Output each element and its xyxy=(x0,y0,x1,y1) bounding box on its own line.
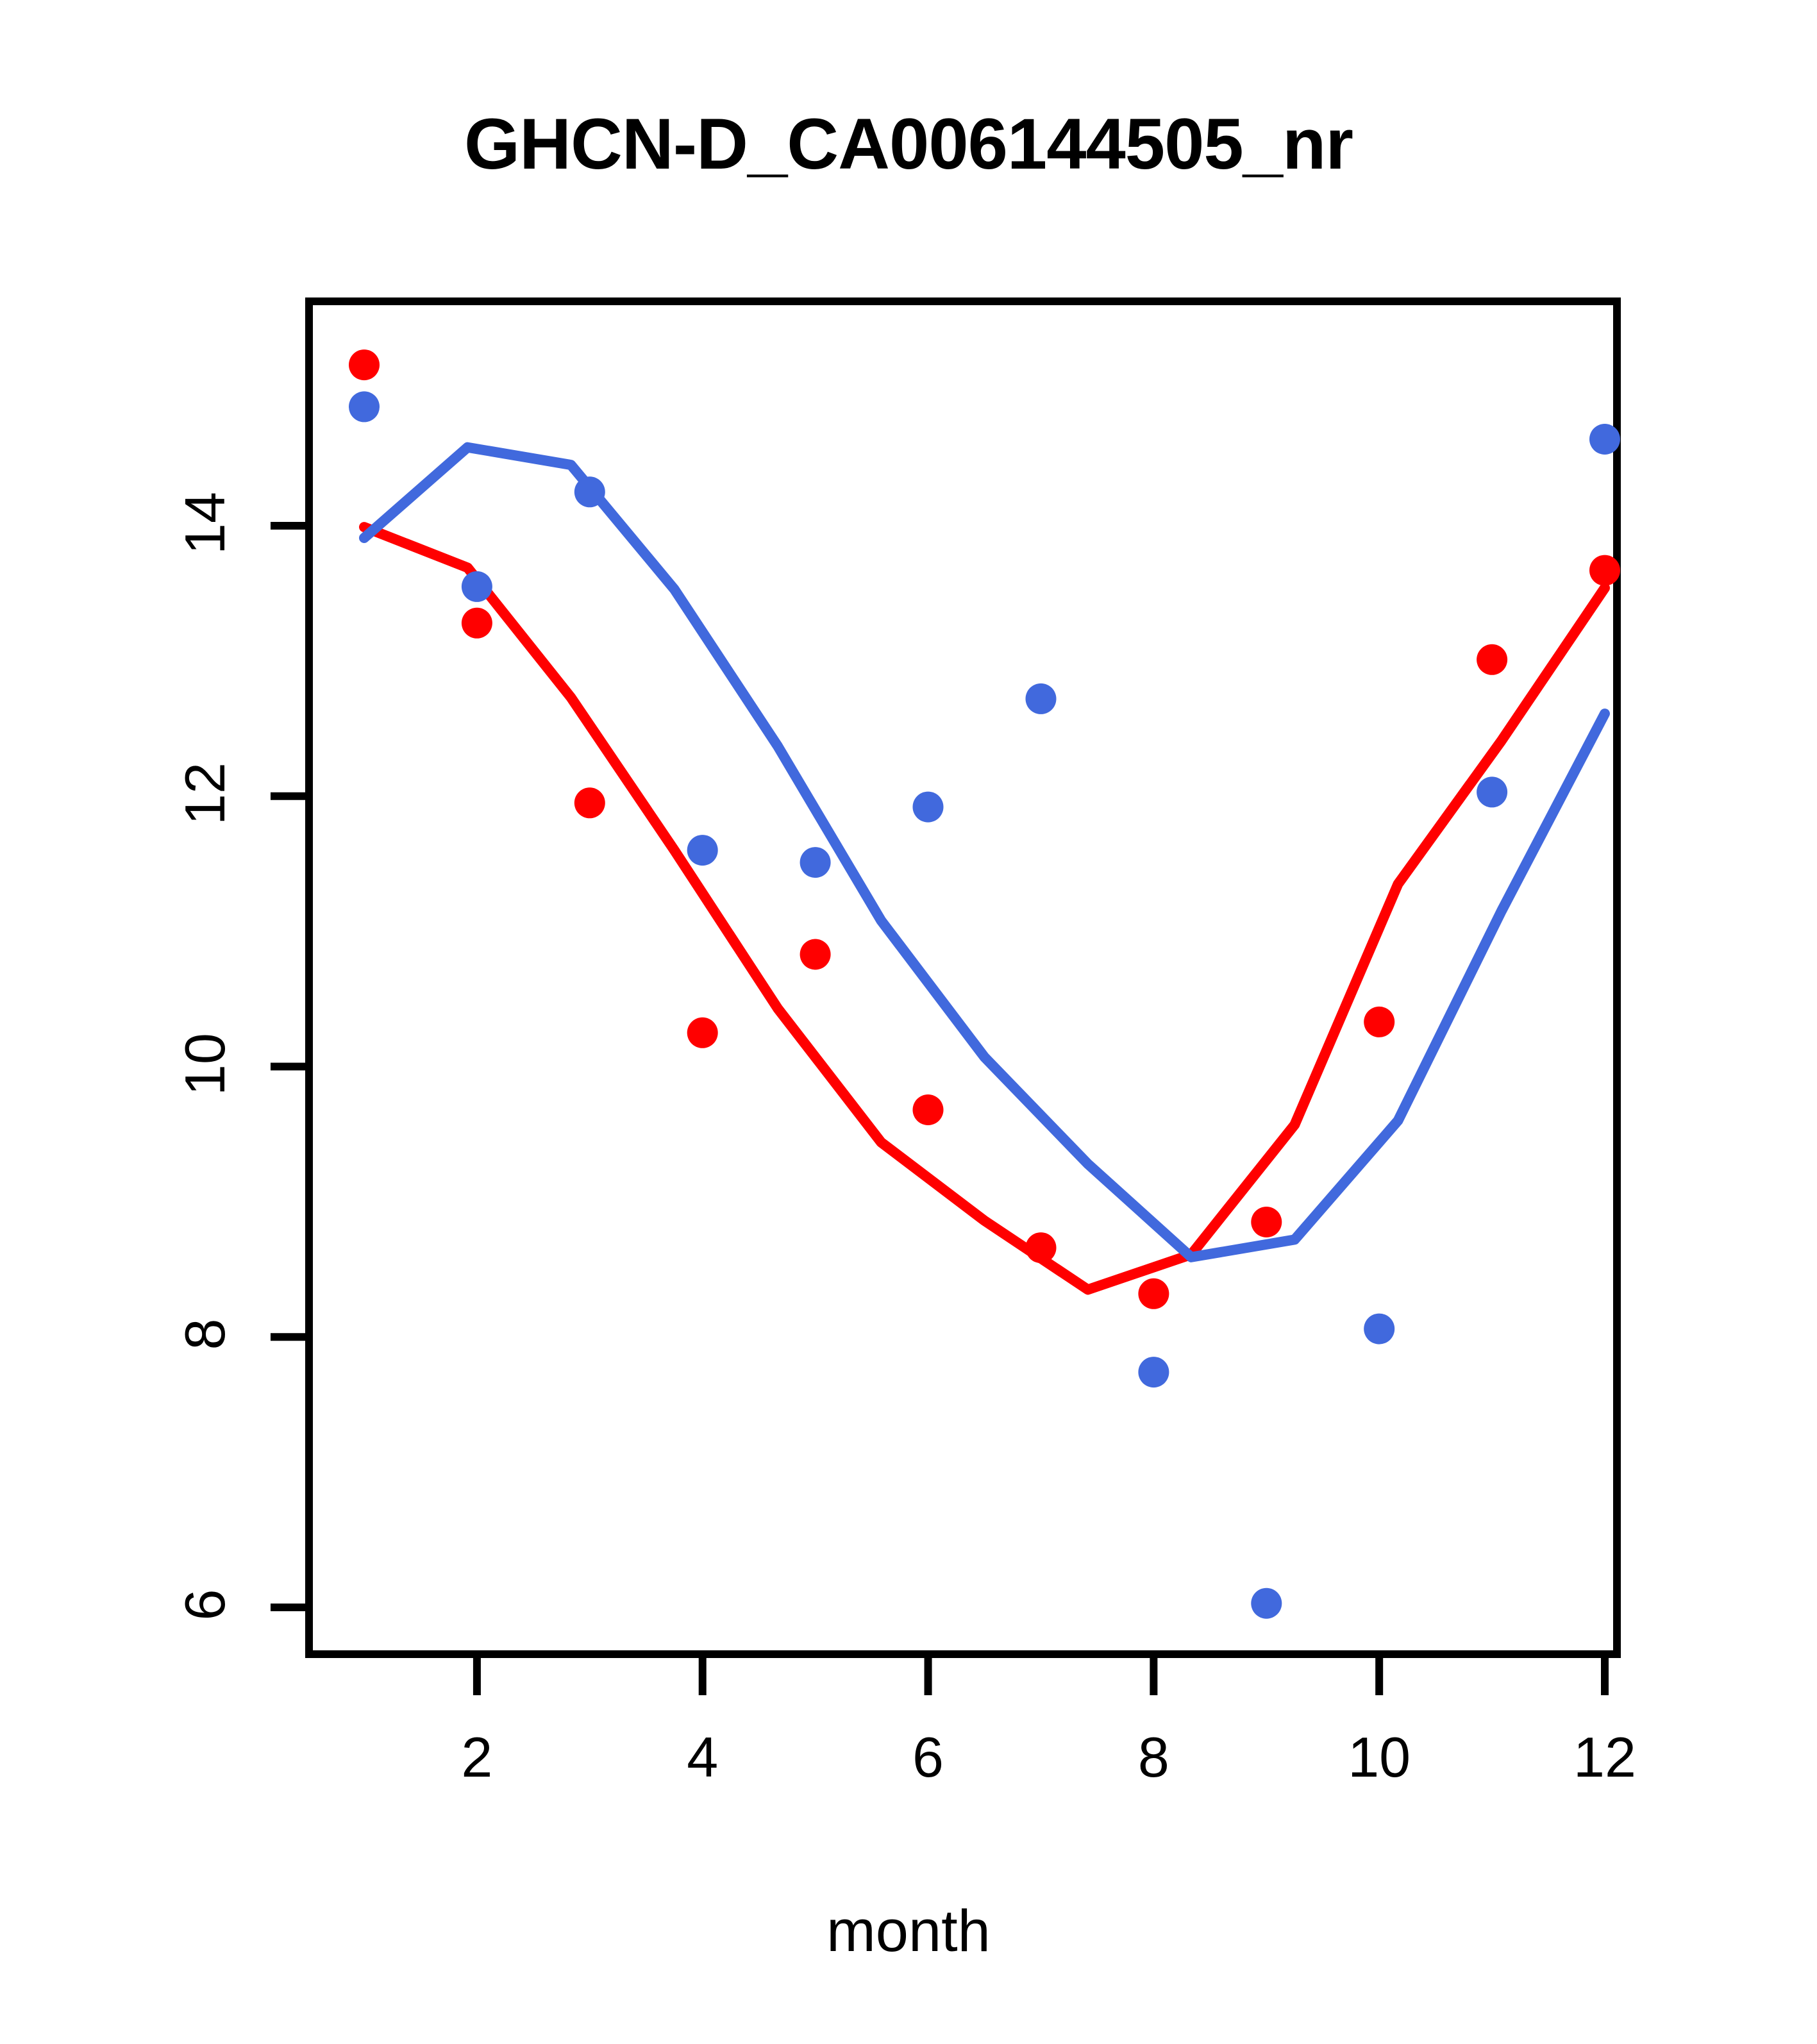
red-points-marker xyxy=(1589,555,1620,586)
x-axis-label: month xyxy=(826,1898,991,1964)
series-lines xyxy=(359,442,1610,1295)
x-tick-label: 6 xyxy=(912,1725,944,1789)
blue-points-marker xyxy=(461,571,492,602)
red-points-marker xyxy=(1025,1232,1057,1264)
x-tick-label: 4 xyxy=(687,1725,719,1789)
red-points-marker xyxy=(349,349,380,381)
red-points-marker xyxy=(574,787,605,819)
y-tick-label: 10 xyxy=(173,1032,237,1096)
red-points-marker xyxy=(1138,1278,1169,1309)
red-points-marker xyxy=(912,1094,944,1125)
blue-points-marker xyxy=(800,847,831,878)
red-points-marker xyxy=(1477,644,1508,675)
plot-frame xyxy=(305,297,1621,1658)
chart-title: GHCN-D_CA006144505_nr xyxy=(464,104,1353,184)
red-line xyxy=(359,522,1610,1295)
blue-points-marker xyxy=(574,476,605,508)
red-points-marker xyxy=(1251,1207,1282,1237)
x-tick-label: 2 xyxy=(461,1725,493,1789)
y-tick-label: 12 xyxy=(173,762,237,825)
blue-points-marker xyxy=(1138,1357,1169,1388)
y-tick-label: 6 xyxy=(173,1589,237,1621)
series-points xyxy=(349,349,1620,1619)
y-axis-ticks xyxy=(271,522,309,1611)
blue-points-marker xyxy=(1589,424,1620,455)
red-points-marker xyxy=(461,607,492,639)
blue-line xyxy=(359,442,1610,1262)
x-tick-label: 10 xyxy=(1348,1725,1411,1789)
red-points-marker xyxy=(687,1017,718,1048)
blue-points-marker xyxy=(1364,1313,1395,1345)
blue-points-marker xyxy=(687,835,718,866)
y-tick-label: 8 xyxy=(173,1318,237,1350)
y-tick-label: 14 xyxy=(173,492,237,555)
x-tick-label: 8 xyxy=(1137,1725,1169,1789)
x-tick-label: 12 xyxy=(1573,1725,1636,1789)
blue-points-marker xyxy=(1251,1587,1282,1619)
red-points-marker xyxy=(1364,1006,1395,1037)
blue-points-marker xyxy=(1025,683,1057,714)
blue-points-marker xyxy=(349,391,380,423)
red-points-marker xyxy=(800,939,831,970)
blue-points-marker xyxy=(1477,776,1508,808)
blue-points-marker xyxy=(912,791,944,823)
x-axis-ticks xyxy=(473,1654,1609,1695)
